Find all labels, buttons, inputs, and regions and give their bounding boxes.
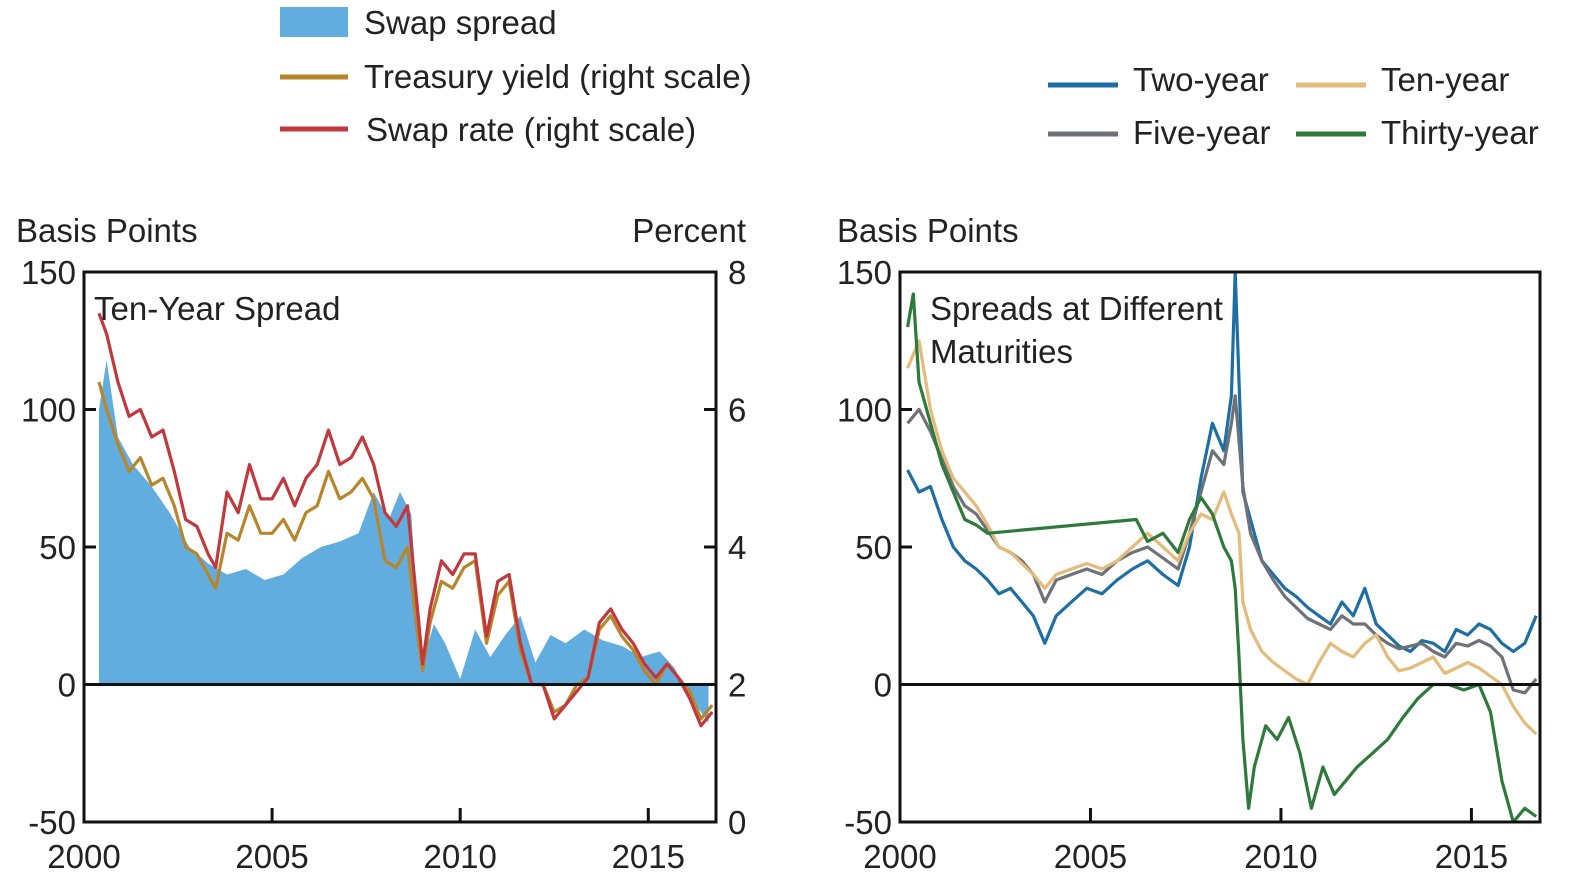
left-chart-y-right-tick-label: 4 (728, 529, 746, 566)
ten-year-legend-label: Ten-year (1381, 61, 1509, 98)
treasury-yield-line (97, 381, 714, 721)
right-chart: 2000 2005 2010 2015 150 100 50 0 -50 (837, 254, 1542, 875)
right-chart-x-tick-label: 2015 (1435, 838, 1508, 875)
right-chart-title: Spreads at Different Maturities (930, 290, 1223, 370)
left-chart-y-tick-label: 100 (21, 392, 76, 429)
right-chart-y-tick-label: 150 (837, 254, 892, 291)
left-chart: 2000 2005 2010 2015 150 100 50 0 -50 8 6 4 2 0 (21, 254, 746, 875)
right-chart-ylabel: Basis Points (837, 212, 1019, 249)
left-chart-x-tick-label: 2000 (47, 838, 120, 875)
left-chart-plot-area (97, 312, 714, 728)
left-chart-x-tick-label: 2010 (423, 838, 496, 875)
left-legend: Swap spread Treasury yield (right scale)… (280, 4, 752, 148)
left-chart-ylabel-right: Percent (632, 212, 746, 249)
thirty-year-line (906, 292, 1538, 822)
two-year-legend-label: Two-year (1133, 61, 1269, 98)
right-chart-y-tick-label: -50 (844, 804, 892, 841)
left-chart-x-tick-label: 2015 (612, 838, 685, 875)
swap-rate-line (97, 312, 714, 728)
five-year-legend-label: Five-year (1133, 114, 1271, 151)
swap-rate-legend-label: Swap rate (right scale) (366, 111, 696, 148)
swap-spread-area (99, 360, 709, 723)
right-legend: Two-year Ten-year Five-year Thirty-year (1048, 61, 1539, 151)
treasury-yield-legend-label: Treasury yield (right scale) (364, 58, 752, 95)
left-chart-ylabel-left: Basis Points (16, 212, 198, 249)
left-chart-y-right-tick-label: 2 (728, 667, 746, 704)
right-chart-y-tick-label: 50 (855, 529, 892, 566)
left-chart-y-tick-label: 50 (39, 529, 76, 566)
left-chart-title: Ten-Year Spread (94, 290, 340, 327)
left-chart-y-tick-label: -50 (28, 804, 76, 841)
left-chart-y-right-tick-label: 6 (728, 392, 746, 429)
right-chart-y-tick-label: 100 (837, 392, 892, 429)
right-chart-x-tick-label: 2005 (1054, 838, 1127, 875)
right-chart-plot-area (906, 272, 1538, 822)
left-chart-y-tick-label: 150 (21, 254, 76, 291)
right-chart-x-tick-label: 2010 (1244, 838, 1317, 875)
right-chart-y-tick-label: 0 (874, 667, 892, 704)
ten-year-line (906, 339, 1538, 736)
swap-spread-swatch (280, 7, 348, 37)
swap-spread-legend-label: Swap spread (364, 4, 557, 41)
left-chart-y-tick-label: 0 (58, 667, 76, 704)
right-chart-x-tick-label: 2000 (863, 838, 936, 875)
two-year-line (906, 272, 1538, 654)
left-chart-x-tick-label: 2005 (235, 838, 308, 875)
left-chart-y-right-tick-label: 0 (728, 804, 746, 841)
left-chart-y-right-tick-label: 8 (728, 254, 746, 291)
thirty-year-legend-label: Thirty-year (1381, 114, 1539, 151)
